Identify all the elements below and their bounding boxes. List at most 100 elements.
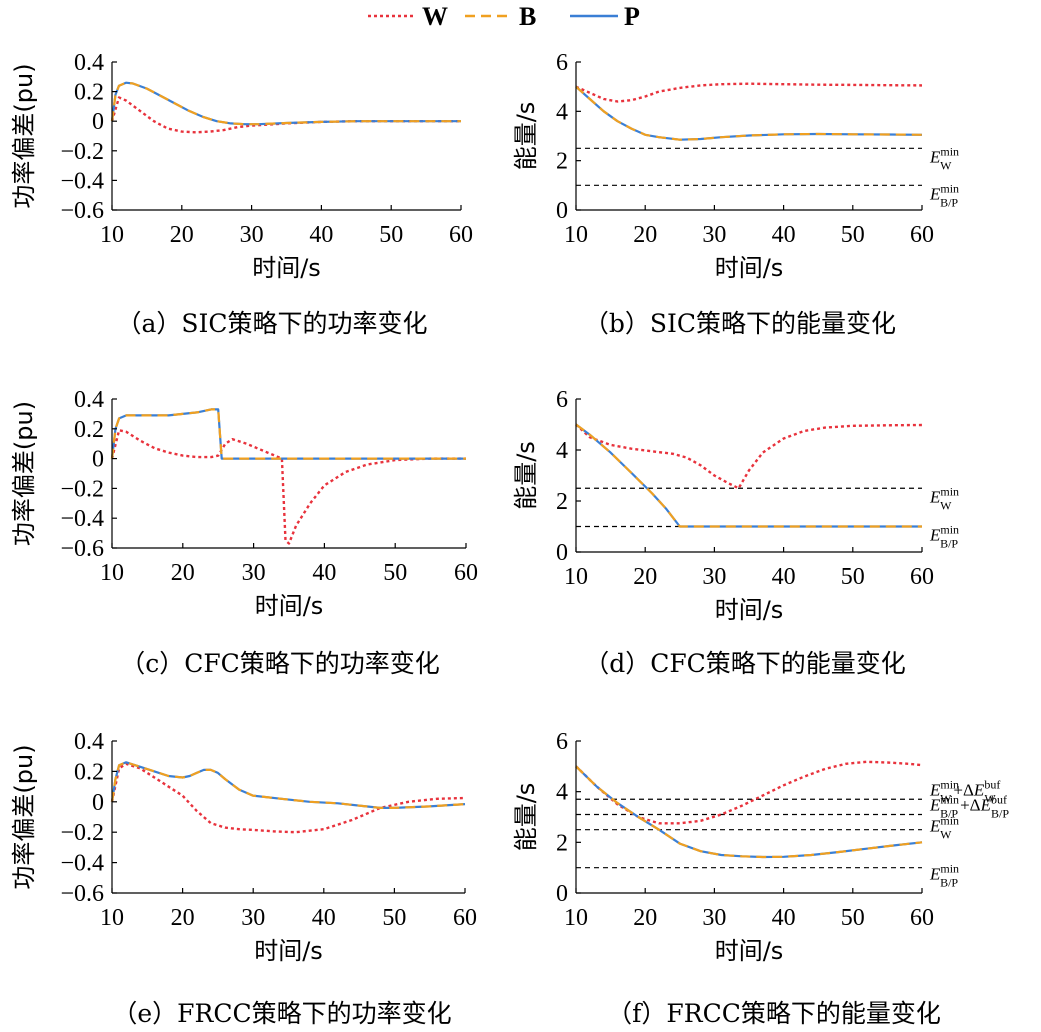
- x-tick-label: 20: [171, 905, 195, 931]
- x-tick-label: 30: [702, 905, 726, 931]
- panel-caption: （d）CFC策略下的能量变化: [584, 649, 906, 678]
- legend-label: P: [624, 2, 640, 31]
- legend-label: W: [422, 2, 448, 31]
- x-tick-label: 40: [312, 560, 336, 586]
- x-tick-label: 10: [100, 222, 124, 248]
- y-tick-label: −0.2: [60, 820, 104, 846]
- x-axis-label: 时间/s: [715, 254, 784, 282]
- y-tick-label: 4: [556, 780, 568, 806]
- series-line-b: [575, 423, 922, 528]
- x-tick-label: 10: [564, 905, 588, 931]
- x-tick-label: 40: [309, 222, 333, 248]
- y-tick-label: 0: [92, 790, 104, 816]
- x-tick-label: 30: [241, 905, 265, 931]
- y-tick-label: −0.4: [60, 506, 104, 532]
- x-tick-label: 20: [170, 222, 194, 248]
- series-line-w: [575, 760, 923, 825]
- x-tick-label: 60: [910, 222, 934, 248]
- series-line-b: [575, 85, 923, 141]
- y-tick-label: −0.6: [60, 198, 104, 224]
- y-tick-label: −0.4: [60, 851, 104, 877]
- y-tick-label: 0.4: [74, 50, 104, 76]
- y-tick-label: 6: [556, 729, 568, 755]
- x-tick-label: 10: [564, 222, 588, 248]
- y-tick-label: 2: [556, 830, 568, 856]
- x-tick-label: 10: [100, 905, 124, 931]
- x-tick-label: 40: [312, 905, 336, 931]
- legend-label: B: [519, 2, 536, 31]
- y-axis-label: 能量/s: [512, 783, 540, 852]
- x-axis-label: 时间/s: [715, 596, 784, 624]
- reference-label: Emin W: [929, 144, 959, 172]
- reference-label: Emin B/P: [929, 862, 959, 890]
- x-tick-label: 10: [100, 560, 124, 586]
- series-line-b: [575, 765, 923, 859]
- x-tick-label: 50: [383, 560, 407, 586]
- panel-caption: （a）SIC策略下的功率变化: [116, 309, 427, 338]
- y-tick-label: 0.4: [74, 387, 104, 413]
- x-tick-label: 50: [841, 905, 865, 931]
- y-tick-label: 4: [556, 438, 568, 464]
- series-line-p: [575, 765, 923, 859]
- series-line-p: [575, 85, 923, 141]
- x-tick-label: 20: [633, 564, 657, 590]
- y-tick-label: 4: [556, 99, 568, 125]
- y-tick-label: 0.2: [74, 80, 104, 106]
- y-tick-label: 2: [556, 489, 568, 515]
- y-axis-label: 能量/s: [512, 102, 540, 171]
- y-tick-label: −0.2: [60, 139, 104, 165]
- x-tick-label: 40: [772, 222, 796, 248]
- reference-label: Emin B/P +ΔEbuf B/P: [929, 792, 1009, 820]
- x-tick-label: 60: [453, 905, 477, 931]
- x-tick-label: 30: [242, 560, 266, 586]
- y-axis-label: 能量/s: [512, 441, 540, 510]
- panel-c: 10 20 30 40 50 60 0.4 0.2 0 −0.2 −0.4 −0.6 时间/s 功率偏差(…: [10, 387, 478, 678]
- series-line-w: [575, 423, 923, 490]
- x-tick-label: 20: [633, 222, 657, 248]
- y-tick-label: 0: [556, 540, 568, 566]
- reference-label: Emin B/P: [929, 523, 959, 551]
- y-tick-label: 6: [556, 387, 568, 413]
- panel-caption: （b）SIC策略下的能量变化: [584, 309, 896, 338]
- legend-item-p: P: [570, 2, 640, 31]
- y-tick-label: −0.6: [60, 536, 104, 562]
- x-axis-label: 时间/s: [254, 937, 323, 965]
- x-axis-label: 时间/s: [252, 254, 321, 282]
- y-tick-label: 0.2: [74, 759, 104, 785]
- x-tick-label: 40: [772, 564, 796, 590]
- x-tick-label: 30: [240, 222, 264, 248]
- legend-item-w: W: [368, 2, 448, 31]
- y-tick-label: 0: [556, 198, 568, 224]
- x-tick-label: 60: [910, 905, 934, 931]
- y-tick-label: 2: [556, 149, 568, 175]
- x-tick-label: 60: [454, 560, 478, 586]
- y-tick-label: 0.2: [74, 417, 104, 443]
- panel-caption: （c）CFC策略下的功率变化: [120, 649, 440, 678]
- x-tick-label: 20: [171, 560, 195, 586]
- x-axis-label: 时间/s: [255, 592, 324, 620]
- panel-caption: （f）FRCC策略下的能量变化: [607, 999, 941, 1028]
- panel-caption: （e）FRCC策略下的功率变化: [112, 999, 451, 1028]
- series-line-p: [110, 81, 461, 126]
- y-axis-label: 功率偏差(pu): [10, 744, 38, 889]
- series-line-b: [110, 408, 466, 460]
- series-line-b: [110, 81, 461, 126]
- y-axis-label: 功率偏差(pu): [10, 401, 38, 546]
- x-tick-label: 30: [702, 564, 726, 590]
- reference-label: Emin W: [929, 814, 959, 842]
- x-tick-label: 50: [382, 905, 406, 931]
- y-tick-label: 0: [556, 881, 568, 907]
- chart-panels: 10 20 30 40 50 600.40.20−0.2−0.4−0.6时间/s功率偏差(…: [10, 50, 1009, 1028]
- y-tick-label: 0: [92, 447, 104, 473]
- x-tick-label: 50: [841, 564, 865, 590]
- series-line-w: [575, 82, 923, 103]
- y-tick-label: −0.2: [60, 476, 104, 502]
- series-line-w: [110, 96, 461, 134]
- panel-e: 10 20 30 40 50 60 0.4 0.2 0 −0.2 −0.4 −0.6 时间/s 功率偏差(…: [10, 729, 477, 1028]
- series-line-w: [110, 429, 466, 545]
- reference-label: Emin B/P: [929, 181, 959, 209]
